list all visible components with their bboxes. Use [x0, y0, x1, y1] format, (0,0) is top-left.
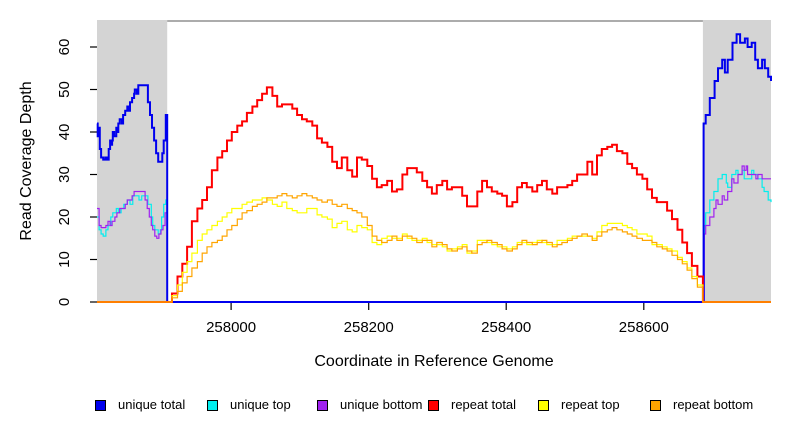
series-unique-bottom-line — [97, 165, 771, 303]
legend-label: unique total — [118, 397, 186, 412]
legend-label: repeat top — [561, 397, 620, 412]
series-repeat-total-line — [97, 86, 771, 303]
legend-label: unique top — [230, 397, 291, 412]
y-tick-label: 20 — [56, 209, 73, 226]
series-unique-top-line — [97, 169, 772, 303]
y-tick-label: 30 — [56, 166, 73, 183]
x-tick-label: 258600 — [619, 319, 669, 336]
y-tick-label: 60 — [56, 39, 73, 56]
y-tick-label: 40 — [56, 124, 73, 141]
legend-item-repeat-total: repeat total — [428, 396, 516, 414]
y-tick-label: 10 — [56, 251, 73, 268]
x-axis-title: Coordinate in Reference Genome — [314, 353, 554, 370]
legend-label: unique bottom — [340, 397, 423, 412]
legend-swatch-repeat-top-icon — [538, 399, 549, 411]
legend-label: repeat total — [451, 397, 517, 412]
x-tick-label: 258400 — [481, 319, 531, 336]
legend-item-repeat-bottom: repeat bottom — [650, 396, 753, 414]
legend-swatch-repeat-total-icon — [428, 399, 439, 411]
legend-label: repeat bottom — [673, 397, 754, 412]
legend-swatch-unique-bottom-icon — [317, 399, 328, 411]
legend-swatch-unique-top-icon — [207, 399, 218, 411]
y-tick-label: 0 — [56, 298, 73, 306]
shaded-region-0 — [97, 20, 168, 303]
legend: unique total unique top unique bottom re… — [0, 396, 792, 420]
shaded-region-1 — [702, 20, 771, 303]
legend-item-unique-top: unique top — [207, 396, 291, 414]
legend-item-unique-bottom: unique bottom — [317, 396, 422, 414]
legend-swatch-repeat-bottom-icon — [650, 399, 661, 411]
legend-item-unique-total: unique total — [95, 396, 185, 414]
legend-item-repeat-top: repeat top — [538, 396, 620, 414]
series-unique-total-line — [96, 33, 772, 303]
legend-swatch-unique-total-icon — [95, 399, 106, 411]
y-tick-label: 50 — [56, 81, 73, 98]
series-repeat-bottom-line — [97, 193, 771, 303]
x-tick-label: 258200 — [344, 319, 394, 336]
y-axis-title: Read Coverage Depth — [18, 81, 35, 241]
x-tick-label: 258000 — [206, 319, 256, 336]
